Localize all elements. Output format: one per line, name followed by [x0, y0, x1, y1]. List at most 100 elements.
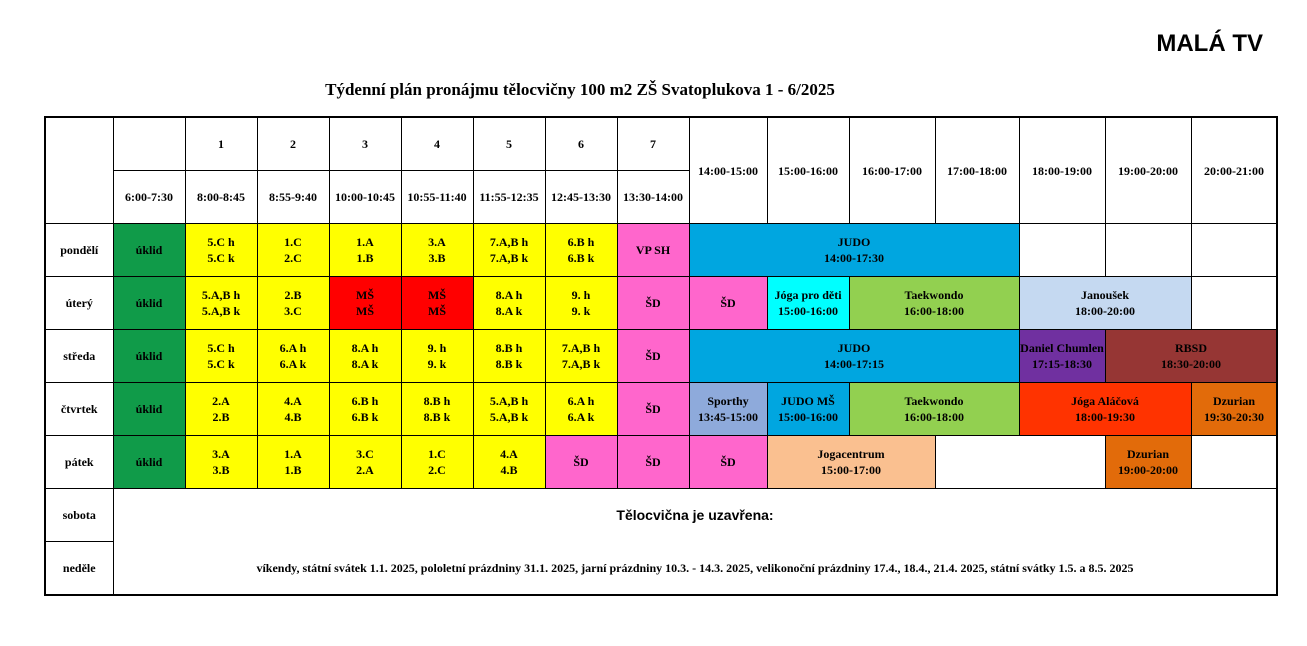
sd-cell: ŠD: [688, 435, 768, 489]
cleaning-cell: úklid: [112, 276, 186, 330]
lesson-number: 3: [328, 116, 402, 171]
cell-line: ŠD: [645, 455, 661, 469]
rental-daniel-chumlen: Daniel Chumlen 17:15-18:30: [1018, 329, 1106, 383]
row-saturday: sobota Tělocvična je uzavřena:: [44, 488, 1278, 542]
cell-line: 15:00-16:00: [778, 410, 838, 424]
cell-line: MŠ: [428, 288, 446, 302]
cell-line: 4.A: [500, 447, 518, 461]
cleaning-cell: úklid: [112, 329, 186, 383]
header-row-lessons: 1 2 3 4 5 6 7 14:00-15:00 15:00-16:00 16…: [44, 116, 1278, 224]
time-header: 20:00-21:00: [1190, 116, 1278, 224]
class-cell: 1.C 2.C: [400, 435, 474, 489]
cell-line: 6.B k: [567, 251, 595, 265]
rental-joga-deti: Jóga pro děti 15:00-16:00: [766, 276, 850, 330]
cell-line: 8.A h: [351, 341, 379, 355]
time-header: 11:55-12:35: [472, 170, 546, 224]
cell-line: ŠD: [645, 349, 661, 363]
cell-line: ŠD: [720, 455, 736, 469]
cell-line: 1.A: [356, 235, 374, 249]
cell-line: MŠ: [356, 304, 374, 318]
hall-name: MALÁ TV: [1156, 30, 1263, 57]
row-friday: pátek úklid 3.A 3.B 1.A 1.B 3.C 2.A 1.C 2.C …: [44, 435, 1278, 489]
class-cell: 1.A 1.B: [256, 435, 330, 489]
time-header: 10:00-10:45: [328, 170, 402, 224]
cell-line: 19:00-20:00: [1118, 463, 1178, 477]
class-cell: 6.A h 6.A k: [256, 329, 330, 383]
row-wednesday: středa úklid 5.C h 5.C k 6.A h 6.A k 8.A h…: [44, 329, 1278, 383]
time-header: 17:00-18:00: [934, 116, 1020, 224]
cell-line: 3.A: [428, 235, 446, 249]
cell-line: ŠD: [645, 296, 661, 310]
cell-line: JUDO: [837, 235, 871, 249]
sd-cell: ŠD: [616, 382, 690, 436]
class-cell: 9. h 9. k: [400, 329, 474, 383]
cell-line: 9. k: [571, 304, 591, 318]
class-cell: 6.B h 6.B k: [328, 382, 402, 436]
time-header: 8:00-8:45: [184, 170, 258, 224]
sd-cell: ŠD: [616, 329, 690, 383]
sd-cell: ŠD: [616, 435, 690, 489]
class-cell: 7.A,B h 7.A,B k: [472, 223, 546, 277]
cell-line: 7.A,B h: [561, 341, 601, 355]
cell-line: VP SH: [635, 243, 671, 257]
cell-line: 8.B h: [495, 341, 523, 355]
ms-cell: MŠ MŠ: [400, 276, 474, 330]
cell-line: 8.A h: [495, 288, 523, 302]
class-cell: 5.A,B h 5.A,B k: [472, 382, 546, 436]
time-header: 12:45-13:30: [544, 170, 618, 224]
rental-sporthy: Sporthy 13:45-15:00: [688, 382, 768, 436]
activity-cell: VP SH: [616, 223, 690, 277]
row-tuesday: úterý úklid 5.A,B h 5.A,B k 2.B 3.C MŠ MŠ M…: [44, 276, 1278, 330]
class-cell: 8.B h 8.B k: [400, 382, 474, 436]
cell-line: Jóga pro děti: [774, 288, 842, 302]
cell-line: 5.A,B k: [489, 410, 529, 424]
class-cell: 2.B 3.C: [256, 276, 330, 330]
rental-dzurian: Dzurian 19:00-20:00: [1104, 435, 1192, 489]
class-cell: 5.C h 5.C k: [184, 329, 258, 383]
class-cell: 8.A h 8.A k: [472, 276, 546, 330]
cell-line: 2.A: [356, 463, 374, 477]
cell-line: 6.A k: [279, 357, 307, 371]
rental-joga-alacova: Jóga Aláčová 18:00-19:30: [1018, 382, 1192, 436]
rental-judo-ms: JUDO MŠ 15:00-16:00: [766, 382, 850, 436]
class-cell: 9. h 9. k: [544, 276, 618, 330]
rental-jogacentrum: Jogacentrum 15:00-17:00: [766, 435, 936, 489]
cell-line: 6.B h: [567, 235, 595, 249]
cell-line: 8.A k: [495, 304, 523, 318]
cell-line: 1.A: [284, 447, 302, 461]
day-label-sunday: neděle: [44, 541, 114, 596]
rental-taekwondo: Taekwondo 16:00-18:00: [848, 276, 1020, 330]
cell-line: 8.B h: [423, 394, 451, 408]
lesson-number: 1: [184, 116, 258, 171]
lesson-number: 7: [616, 116, 690, 171]
cell-line: 2.B: [284, 288, 302, 302]
time-header: 14:00-15:00: [688, 116, 768, 224]
sd-cell: ŠD: [616, 276, 690, 330]
cell-line: Dzurian: [1213, 394, 1255, 408]
cleaning-cell: úklid: [112, 435, 186, 489]
cell-line: 1.C: [428, 447, 446, 461]
header-empty-cell: [112, 116, 186, 171]
cell-line: 8.B k: [423, 410, 451, 424]
cell-line: 15:00-17:00: [821, 463, 881, 477]
cell-line: úklid: [135, 296, 163, 310]
time-header: 18:00-19:00: [1018, 116, 1106, 224]
cell-line: 3.B: [212, 463, 230, 477]
class-cell: 5.C h 5.C k: [184, 223, 258, 277]
cell-line: Janoušek: [1080, 288, 1130, 302]
cell-line: 3.A: [212, 447, 230, 461]
cell-line: 8.B k: [495, 357, 523, 371]
cell-line: 16:00-18:00: [904, 304, 964, 318]
schedule-table: 1 2 3 4 5 6 7 14:00-15:00 15:00-16:00 16…: [44, 116, 1278, 596]
cell-line: 4.B: [284, 410, 302, 424]
day-label-monday: pondělí: [44, 223, 114, 277]
class-cell: 8.A h 8.A k: [328, 329, 402, 383]
cell-line: 2.A: [212, 394, 230, 408]
cell-line: 1.C: [284, 235, 302, 249]
class-cell: 6.A h 6.A k: [544, 382, 618, 436]
cell-line: Sporthy: [707, 394, 749, 408]
cell-line: 5.A,B k: [201, 304, 241, 318]
cell-line: 7.A,B k: [489, 251, 529, 265]
ms-cell: MŠ MŠ: [328, 276, 402, 330]
cell-line: 9. h: [571, 288, 591, 302]
